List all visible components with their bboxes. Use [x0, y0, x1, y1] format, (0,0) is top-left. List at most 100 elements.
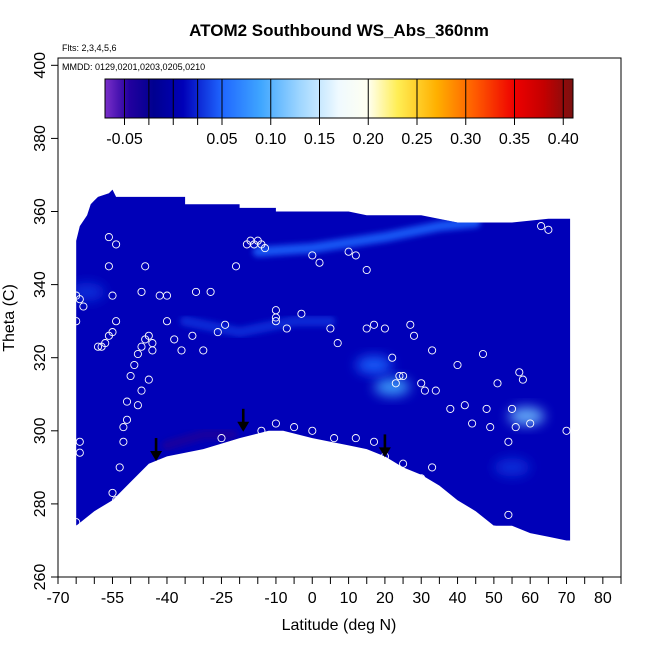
colorbar-tick-label: 0.15 — [304, 131, 335, 148]
sample-point — [108, 291, 117, 300]
sample-point — [137, 342, 146, 351]
sample-point — [562, 426, 571, 435]
x-axis: -70 -55 -40 -25 -10 0 10 20 30 40 50 60 70 80 — [46, 577, 622, 607]
arrow-head — [237, 421, 250, 432]
sample-point — [395, 371, 404, 381]
colorbar-frame — [104, 78, 574, 119]
sample-point — [101, 339, 110, 348]
sample-point — [478, 349, 488, 359]
sample-point — [333, 339, 342, 348]
sample-point — [75, 448, 84, 457]
sample-point — [446, 404, 455, 413]
y-tick-label: 380 — [32, 125, 49, 152]
sample-point — [308, 426, 317, 435]
x-tick-label: 70 — [558, 590, 576, 607]
x-tick-label: 30 — [412, 590, 430, 607]
sample-point — [330, 434, 339, 443]
sample-points — [72, 222, 571, 534]
colorbar-tick-label: 0.05 — [206, 131, 237, 148]
x-tick-label: -70 — [46, 590, 69, 607]
sample-point — [144, 375, 153, 384]
sample-point — [282, 324, 291, 333]
sample-point — [428, 346, 437, 355]
sample-point — [460, 401, 469, 410]
field-band-0 — [252, 217, 481, 257]
field-features — [76, 217, 545, 477]
sample-point — [362, 324, 371, 333]
sample-point — [504, 510, 513, 519]
field-area — [76, 189, 571, 541]
sample-point — [141, 262, 150, 271]
sample-point — [188, 331, 197, 340]
x-tick-label: -55 — [101, 590, 124, 607]
y-tick-label: 320 — [32, 344, 49, 371]
colorbar-tick-label: 0.40 — [548, 131, 579, 148]
sample-point — [468, 419, 477, 428]
chart-title: ATOM2 Southbound WS_Abs_360nm — [189, 21, 489, 40]
plot-frame — [57, 57, 622, 578]
sample-point — [104, 262, 113, 271]
sample-point — [308, 251, 317, 260]
sample-point — [72, 518, 81, 527]
sample-point — [417, 379, 426, 388]
sample-point — [362, 265, 371, 275]
tropopause-arrow — [378, 434, 391, 458]
sample-point — [369, 437, 379, 446]
sample-point — [271, 313, 280, 322]
sample-point — [72, 317, 81, 326]
field-blob-4 — [356, 356, 393, 375]
sample-point — [112, 496, 121, 505]
sample-point — [170, 335, 179, 344]
sample-point — [537, 222, 546, 231]
sample-point — [206, 287, 215, 296]
sample-point — [326, 324, 335, 333]
sample-point — [177, 346, 186, 355]
y-axis: 260 280 300 320 340 360 380 400 — [32, 52, 58, 590]
y-tick-label: 360 — [32, 198, 49, 225]
colorbar: -0.05 0.05 0.10 0.15 0.20 0.25 0.30 0.35 0.40 — [104, 78, 579, 148]
y-tick-label: 280 — [32, 490, 49, 517]
sample-point — [344, 247, 353, 256]
colorbar-bar — [105, 79, 573, 118]
sample-point — [271, 317, 280, 326]
sample-point — [406, 320, 415, 329]
x-tick-label: 60 — [521, 590, 539, 607]
arrow-head — [150, 451, 163, 462]
sample-point — [380, 324, 389, 333]
heatmap-field — [76, 189, 571, 541]
x-tick-label: -25 — [210, 590, 233, 607]
sample-point — [504, 437, 513, 446]
sample-point — [162, 291, 172, 300]
field-blob-3 — [508, 407, 545, 426]
sample-point — [391, 379, 400, 388]
sample-point — [526, 419, 535, 428]
sample-point — [231, 262, 241, 271]
sample-point — [213, 328, 222, 337]
sample-point — [351, 251, 360, 260]
sample-point — [137, 287, 146, 296]
sample-point — [518, 375, 527, 384]
sample-point — [486, 423, 495, 432]
sample-point — [515, 368, 524, 377]
x-axis-label: Latitude (deg N) — [282, 617, 397, 634]
sample-point — [130, 360, 139, 370]
sample-point — [133, 401, 142, 410]
sample-point — [122, 397, 132, 406]
tropopause-arrow — [237, 408, 250, 432]
sample-point — [420, 386, 429, 395]
sample-point — [126, 371, 135, 381]
annotation-flights: Flts: 2,3,4,5,6 — [62, 43, 117, 53]
sample-point — [112, 317, 121, 326]
colorbar-tick-label: 0.25 — [401, 131, 432, 148]
sample-point — [428, 463, 437, 472]
sample-point — [388, 353, 397, 362]
field-blob-5 — [494, 458, 531, 477]
sample-point — [271, 419, 280, 428]
y-tick-label: 260 — [32, 564, 49, 591]
sample-point — [511, 423, 520, 432]
x-tick-label: -40 — [155, 590, 178, 607]
colorbar-tick-label: 0.10 — [255, 131, 286, 148]
y-tick-label: 400 — [32, 52, 49, 79]
